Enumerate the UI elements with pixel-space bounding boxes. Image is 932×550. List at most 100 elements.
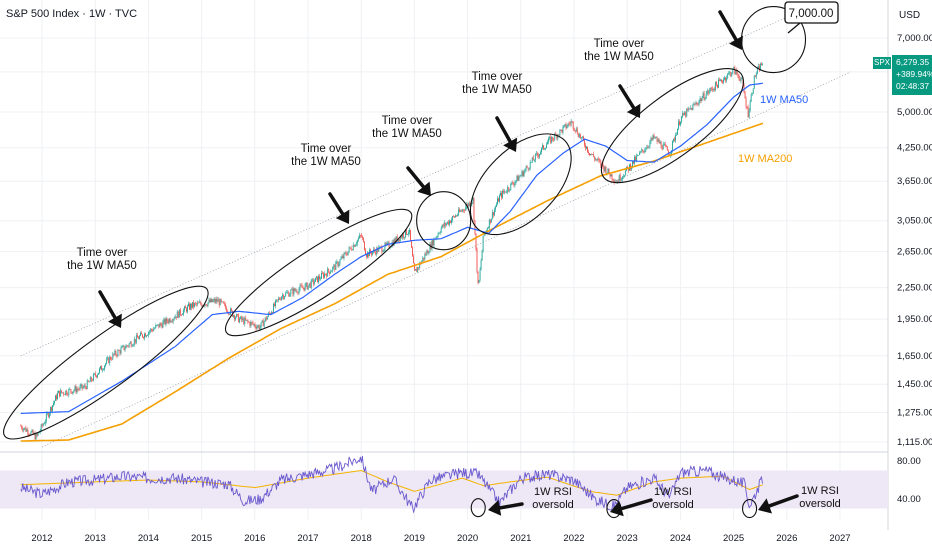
candle-body (635, 156, 637, 161)
candle-body (652, 135, 654, 140)
candle-body (590, 153, 592, 155)
candle-body (148, 332, 150, 336)
grid (0, 0, 889, 530)
candle-body (120, 348, 122, 354)
candle-body (250, 322, 252, 327)
candle-body (241, 316, 243, 321)
candle-body (599, 160, 601, 162)
candle-body (262, 320, 264, 327)
candle-body (291, 288, 293, 291)
candle-body (301, 285, 303, 288)
candle-body (22, 428, 24, 431)
price-axis[interactable]: 7,000.006,000.005,000.004,250.003,650.00… (897, 33, 932, 505)
candle-body (144, 333, 145, 339)
candle-body (25, 427, 27, 432)
candle-body (89, 377, 91, 382)
candle-body (76, 389, 78, 393)
candle-body (66, 390, 68, 395)
candle-body (209, 299, 211, 303)
time-axis[interactable]: 2012 2013 2014 2015 2016 2017 2018 2019 2020 2021… (31, 533, 850, 544)
candle-body (402, 234, 404, 238)
candle-body (602, 163, 604, 167)
candle-body (74, 386, 76, 391)
candle-body (340, 258, 342, 260)
candle-body (222, 301, 224, 304)
candle-body (698, 101, 700, 105)
candle-body (326, 274, 328, 277)
candle-body (733, 67, 735, 69)
target-price-label: 7,000.00 (789, 8, 834, 20)
candle-body (472, 197, 474, 203)
candle-body (641, 149, 643, 152)
candle-body (108, 357, 110, 364)
candle-body (586, 146, 587, 149)
candle-body (521, 171, 523, 176)
candle-body (454, 216, 455, 218)
candle-body (56, 395, 57, 400)
time-over-ma50-label: Time over (594, 38, 645, 50)
candle-body (558, 134, 560, 136)
candle-body (371, 252, 373, 255)
candle-body (752, 88, 754, 94)
candle-body (704, 98, 706, 100)
candle-body (271, 312, 273, 313)
candle-body (242, 318, 244, 321)
candle-body (480, 260, 482, 270)
candle-body (57, 393, 59, 400)
candle-body (693, 103, 695, 105)
candle-body (694, 103, 696, 105)
candle-body (168, 318, 170, 323)
candle-body (360, 235, 362, 237)
candle-body (146, 335, 148, 337)
candle-body (583, 140, 585, 146)
candle-body (157, 324, 159, 326)
candle-body (500, 192, 501, 196)
candle-body (166, 318, 168, 322)
candle-body (70, 389, 72, 392)
candle-body (218, 299, 220, 306)
candle-body (261, 320, 263, 323)
candle-body (663, 144, 665, 145)
candle-body (338, 263, 340, 266)
time-tick-label: 2013 (85, 533, 106, 544)
candle-body (273, 303, 275, 307)
candle-body (422, 257, 424, 261)
candle-body (225, 307, 227, 312)
candle-body (744, 92, 746, 99)
candle-body (455, 215, 456, 218)
candle-body (749, 101, 751, 111)
candle-body (228, 313, 230, 315)
candle-body (98, 372, 99, 375)
candle-body (345, 252, 347, 255)
candle-body (170, 321, 172, 323)
time-over-ma50-label: the 1W MA50 (372, 128, 442, 140)
candle-body (429, 244, 431, 253)
candle-body (700, 98, 702, 102)
candle-body (53, 403, 54, 406)
annotation-arrow (495, 116, 512, 144)
candle-body (400, 236, 402, 238)
candle-body (382, 251, 384, 252)
candle-body (419, 262, 421, 268)
candle-body (350, 248, 352, 250)
candle-body (95, 375, 97, 378)
time-over-ma50-label: the 1W MA50 (462, 84, 532, 96)
candle-body (576, 128, 578, 135)
candle-body (27, 429, 29, 435)
candle-body (385, 243, 387, 245)
candle-body (701, 97, 703, 102)
candle-body (616, 181, 618, 183)
channel-line (20, 2, 819, 357)
time-tick-label: 2014 (138, 533, 159, 544)
candle-body (259, 327, 261, 330)
candle-body (288, 292, 290, 297)
candle-body (90, 377, 92, 381)
currency-label[interactable]: USD (899, 10, 921, 21)
candle-body (160, 323, 162, 325)
candle-body (75, 386, 77, 393)
candle-body (449, 220, 451, 223)
candle-body (433, 238, 435, 246)
candle-body (729, 72, 731, 73)
candle-body (179, 309, 181, 315)
candle-body (461, 210, 463, 212)
